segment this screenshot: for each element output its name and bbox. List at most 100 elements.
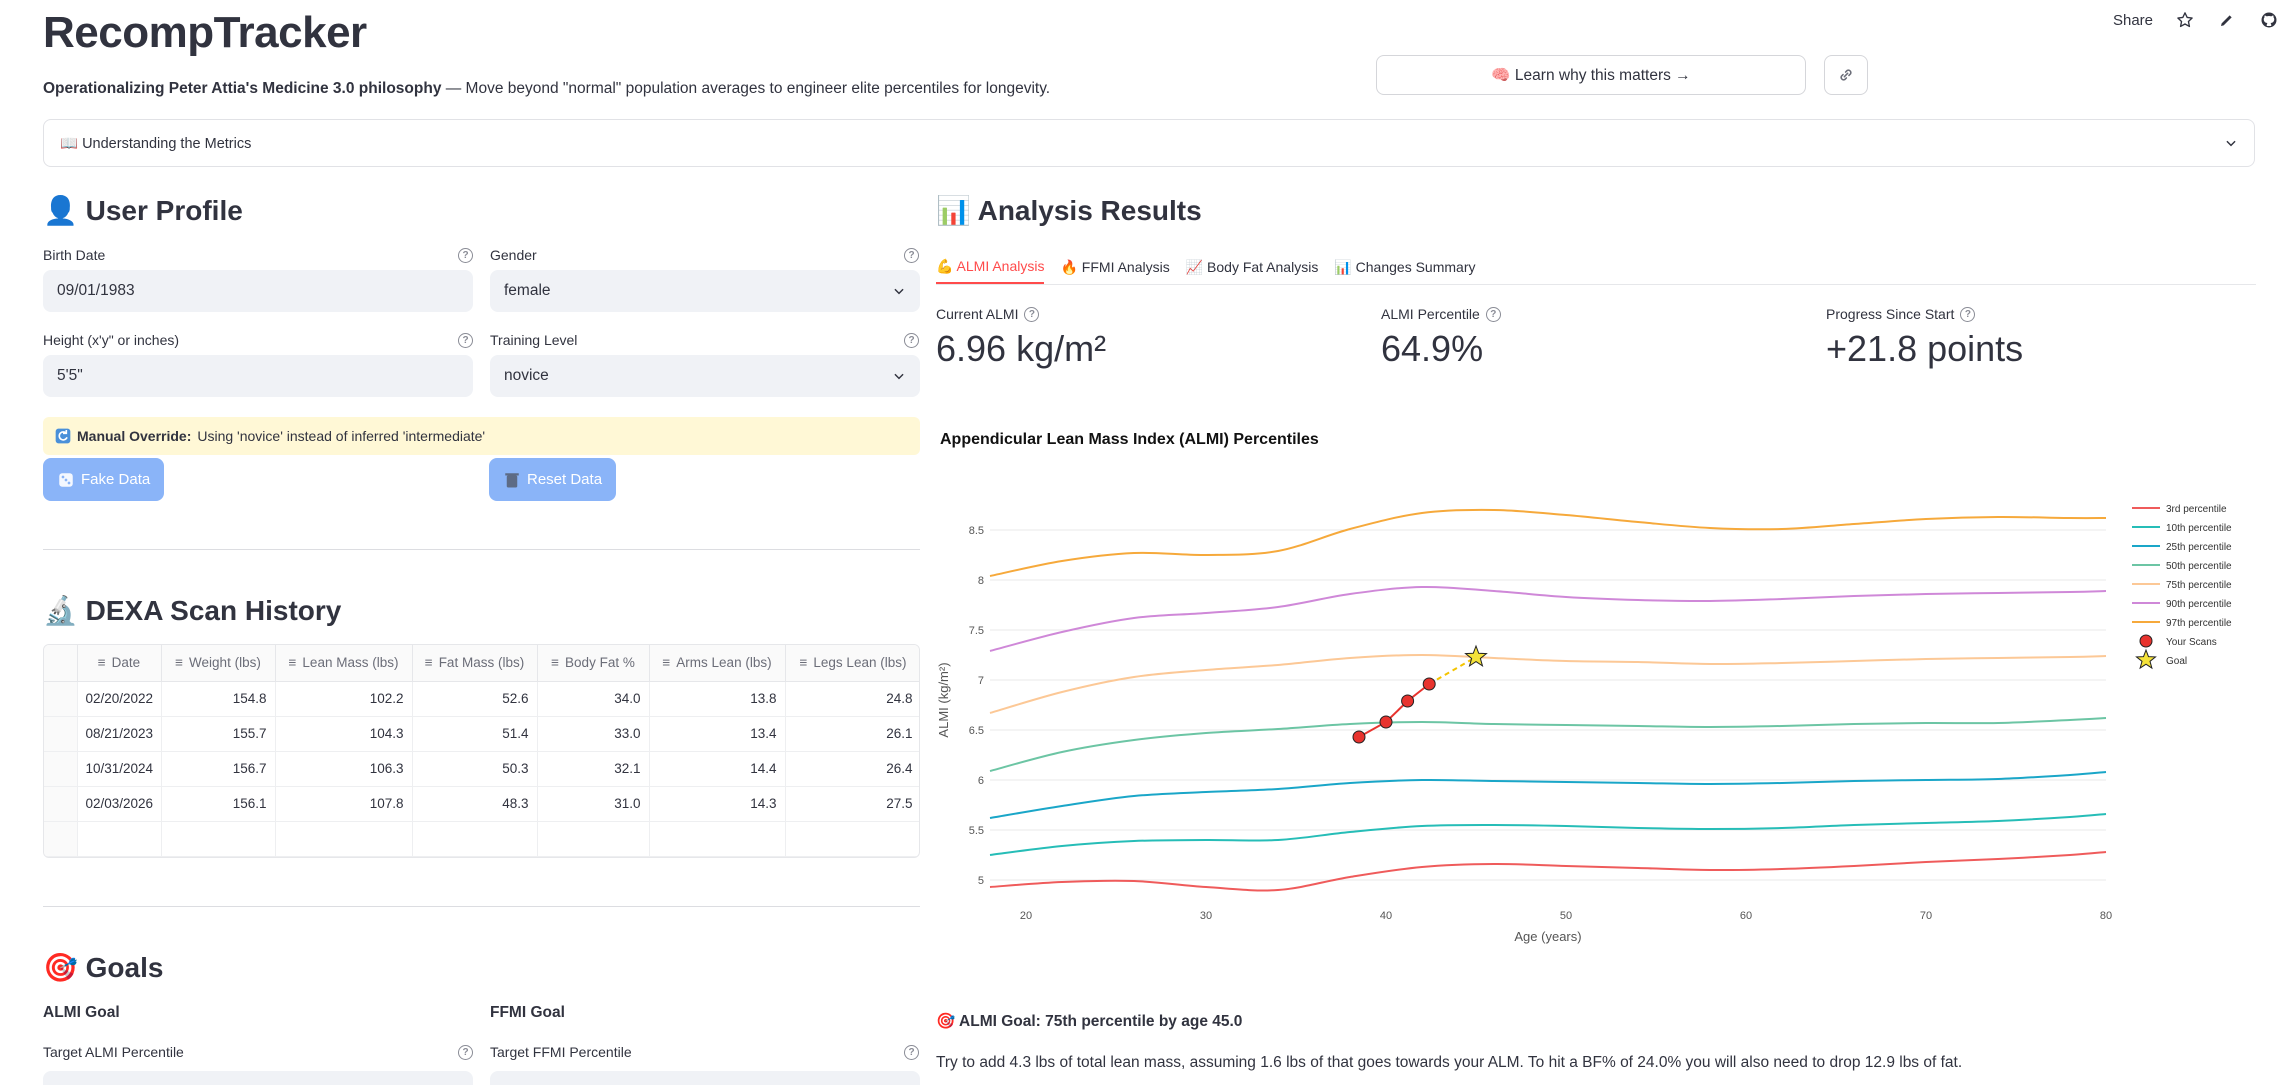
help-icon[interactable]: ?: [458, 1045, 473, 1060]
grid-cell[interactable]: 02/20/2022: [77, 681, 162, 717]
reset-data-button[interactable]: Reset Data: [489, 458, 617, 501]
grid-cell[interactable]: 26.1: [785, 716, 919, 752]
github-icon[interactable]: [2259, 10, 2279, 30]
grid-cell[interactable]: 13.8: [649, 681, 786, 717]
grid-cell[interactable]: [77, 821, 162, 857]
row-index-cell[interactable]: [44, 716, 78, 752]
grid-cell[interactable]: 156.1: [161, 786, 276, 822]
star-icon[interactable]: [2175, 10, 2195, 30]
training-level-select[interactable]: novice: [490, 355, 920, 397]
legend-label: Your Scans: [2166, 637, 2217, 648]
help-icon[interactable]: ?: [458, 333, 473, 348]
gender-select[interactable]: female: [490, 270, 920, 312]
grid-cell[interactable]: 156.7: [161, 751, 276, 787]
help-icon[interactable]: ?: [904, 248, 919, 263]
column-type-icon: ≡: [551, 655, 560, 671]
series-line: [989, 851, 2107, 892]
column-header[interactable]: ≡ Arms Lean (lbs): [649, 645, 786, 682]
row-index-cell[interactable]: [44, 821, 78, 857]
grid-cell[interactable]: 50.3: [412, 751, 538, 787]
app-subtitle: Operationalizing Peter Attia's Medicine …: [43, 80, 1050, 98]
fake-data-button[interactable]: Fake Data: [43, 458, 165, 501]
column-header[interactable]: ≡ Lean Mass (lbs): [275, 645, 413, 682]
help-icon[interactable]: ?: [904, 333, 919, 348]
grid-cell[interactable]: 14.3: [649, 786, 786, 822]
grid-cell[interactable]: 33.0: [537, 716, 650, 752]
y-tick-label: 7.5: [969, 625, 984, 637]
grid-cell[interactable]: 155.7: [161, 716, 276, 752]
grid-cell[interactable]: 51.4: [412, 716, 538, 752]
grid-cell[interactable]: [537, 821, 650, 857]
table-row[interactable]: 02/03/2026 156.1 107.8 48.3 31.0 14.3 27…: [44, 786, 919, 822]
grid-cell[interactable]: 14.4: [649, 751, 786, 787]
copy-link-button[interactable]: [1824, 55, 1868, 95]
column-header[interactable]: ≡ Date: [77, 645, 162, 682]
grid-cell[interactable]: 102.2: [275, 681, 413, 717]
grid-cell[interactable]: 32.1: [537, 751, 650, 787]
grid-cell[interactable]: 26.4: [785, 751, 919, 787]
override-text: Using 'novice' instead of inferred 'inte…: [197, 428, 486, 444]
share-button[interactable]: Share: [2112, 11, 2153, 29]
target-ffmi-input[interactable]: [490, 1071, 920, 1085]
y-axis-label: ALMI (kg/m²): [936, 662, 951, 737]
grid-cell[interactable]: 104.3: [275, 716, 413, 752]
metric-value-almi-percentile: 64.9%: [1381, 328, 1484, 369]
column-header[interactable]: ≡ Body Fat %: [537, 645, 650, 682]
birth-date-input[interactable]: 09/01/1983: [43, 270, 473, 312]
learn-why-button[interactable]: 🧠 Learn why this matters →: [1376, 55, 1806, 95]
height-input[interactable]: 5'5": [43, 355, 473, 397]
help-icon[interactable]: ?: [458, 248, 473, 263]
table-row[interactable]: 02/20/2022 154.8 102.2 52.6 34.0 13.8 24…: [44, 681, 919, 717]
grid-cell[interactable]: [275, 821, 413, 857]
understanding-metrics-expander[interactable]: 📖 Understanding the Metrics: [43, 119, 2255, 167]
column-type-icon: ≡: [662, 655, 671, 671]
metric-label-text: ALMI Percentile: [1381, 306, 1480, 322]
grid-cell[interactable]: 13.4: [649, 716, 786, 752]
empty-add-row[interactable]: [44, 821, 919, 857]
table-row[interactable]: 08/21/2023 155.7 104.3 51.4 33.0 13.4 26…: [44, 716, 919, 752]
grid-cell[interactable]: [412, 821, 538, 857]
grid-cell[interactable]: [649, 821, 786, 857]
grid-cell[interactable]: 08/21/2023: [77, 716, 162, 752]
tab-changes-summary[interactable]: 📊 Changes Summary: [1334, 258, 1476, 275]
tab-ffmi-analysis[interactable]: 🔥 FFMI Analysis: [1060, 258, 1170, 275]
help-icon[interactable]: ?: [1960, 306, 1976, 322]
almi-goal-description: Try to add 4.3 lbs of total lean mass, a…: [936, 1054, 1963, 1071]
legend-label: 3rd percentile: [2166, 504, 2227, 515]
divider: [43, 906, 920, 907]
target-almi-input[interactable]: [43, 1071, 473, 1085]
grid-cell[interactable]: 27.5: [785, 786, 919, 822]
grid-cell[interactable]: 31.0: [537, 786, 650, 822]
grid-cell[interactable]: 10/31/2024: [77, 751, 162, 787]
metric-label-almi-percentile: ALMI Percentile ?: [1381, 306, 1501, 322]
grid-cell[interactable]: 52.6: [412, 681, 538, 717]
column-header[interactable]: ≡ Weight (lbs): [161, 645, 276, 682]
almi-percentile-chart[interactable]: Appendicular Lean Mass Index (ALMI) Perc…: [936, 415, 2256, 970]
row-index-cell[interactable]: [44, 786, 78, 822]
tab-body-fat-analysis[interactable]: 📈 Body Fat Analysis: [1185, 258, 1319, 275]
grid-cell[interactable]: 02/03/2026: [77, 786, 162, 822]
grid-cell[interactable]: 24.8: [785, 681, 919, 717]
scan-point: [1401, 694, 1415, 708]
table-row[interactable]: 10/31/2024 156.7 106.3 50.3 32.1 14.4 26…: [44, 751, 919, 787]
pencil-icon[interactable]: [2217, 10, 2237, 30]
dexa-data-grid[interactable]: ≡ Date ≡ Weight (lbs) ≡ Lean Mass (lbs) ≡ Fa…: [43, 644, 920, 858]
grid-cell[interactable]: 34.0: [537, 681, 650, 717]
grid-cell[interactable]: 107.8: [275, 786, 413, 822]
help-icon[interactable]: ?: [1485, 306, 1501, 322]
grid-cell[interactable]: 154.8: [161, 681, 276, 717]
help-icon[interactable]: ?: [1024, 306, 1040, 322]
row-index-cell[interactable]: [44, 751, 78, 787]
row-index-cell[interactable]: [44, 681, 78, 717]
grid-cell[interactable]: 48.3: [412, 786, 538, 822]
grid-cell[interactable]: 106.3: [275, 751, 413, 787]
manual-override-notice: Manual Override: Using 'novice' instead …: [43, 417, 920, 455]
analysis-tabs: 💪 ALMI Analysis 🔥 FFMI Analysis 📈 Body F…: [936, 250, 2256, 285]
column-header[interactable]: ≡ Legs Lean (lbs): [785, 645, 919, 682]
grid-cell[interactable]: [785, 821, 919, 857]
trash-icon: [505, 472, 519, 487]
help-icon[interactable]: ?: [904, 1045, 919, 1060]
column-header[interactable]: ≡ Fat Mass (lbs): [412, 645, 538, 682]
tab-almi-analysis[interactable]: 💪 ALMI Analysis: [936, 250, 1045, 284]
grid-cell[interactable]: [161, 821, 276, 857]
